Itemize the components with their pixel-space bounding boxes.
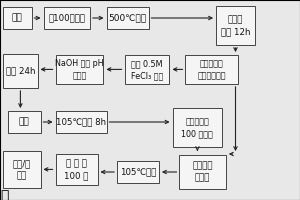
Text: 105℃烘干: 105℃烘干 bbox=[120, 168, 156, 176]
FancyBboxPatch shape bbox=[56, 154, 98, 185]
FancyBboxPatch shape bbox=[106, 7, 148, 29]
FancyBboxPatch shape bbox=[117, 161, 159, 183]
FancyBboxPatch shape bbox=[172, 108, 222, 147]
FancyBboxPatch shape bbox=[56, 55, 104, 84]
Text: 压滤: 压滤 bbox=[19, 117, 29, 127]
FancyBboxPatch shape bbox=[8, 111, 41, 133]
FancyBboxPatch shape bbox=[185, 55, 238, 84]
Text: 蔗馏水洗涾
至中性、压滤: 蔗馏水洗涾 至中性、压滤 bbox=[197, 59, 226, 80]
FancyBboxPatch shape bbox=[179, 155, 226, 189]
FancyBboxPatch shape bbox=[3, 151, 40, 188]
Text: 粉碎: 粉碎 bbox=[12, 14, 22, 22]
Text: 冷却捿碎过
100 目筛网: 冷却捿碎过 100 目筛网 bbox=[182, 117, 213, 138]
Text: 105℃烘干 8h: 105℃烘干 8h bbox=[56, 117, 106, 127]
FancyBboxPatch shape bbox=[56, 111, 106, 133]
Text: 500℃炭化: 500℃炭化 bbox=[108, 14, 147, 22]
FancyBboxPatch shape bbox=[44, 7, 90, 29]
Text: 吸附/纯
化剂: 吸附/纯 化剂 bbox=[13, 159, 31, 180]
Text: 反应 24h: 反应 24h bbox=[5, 66, 35, 75]
Text: 加入 0.5M
FeCl₃ 溶液: 加入 0.5M FeCl₃ 溶液 bbox=[131, 59, 163, 80]
FancyBboxPatch shape bbox=[3, 7, 32, 29]
FancyBboxPatch shape bbox=[124, 55, 170, 84]
Text: 纯水洗涾
至中性: 纯水洗涾 至中性 bbox=[192, 162, 213, 182]
Text: 测: 测 bbox=[0, 189, 8, 200]
FancyBboxPatch shape bbox=[3, 54, 38, 88]
Text: 过100目筛网: 过100目筛网 bbox=[48, 14, 85, 22]
Text: NaOH 调节 pH
至中性: NaOH 调节 pH 至中性 bbox=[55, 59, 104, 80]
Text: 粉 碎 至
100 目: 粉 碎 至 100 目 bbox=[64, 159, 89, 180]
Text: 稀盐酸
搅拌 12h: 稀盐酸 搅拌 12h bbox=[221, 15, 250, 36]
FancyBboxPatch shape bbox=[216, 6, 255, 45]
